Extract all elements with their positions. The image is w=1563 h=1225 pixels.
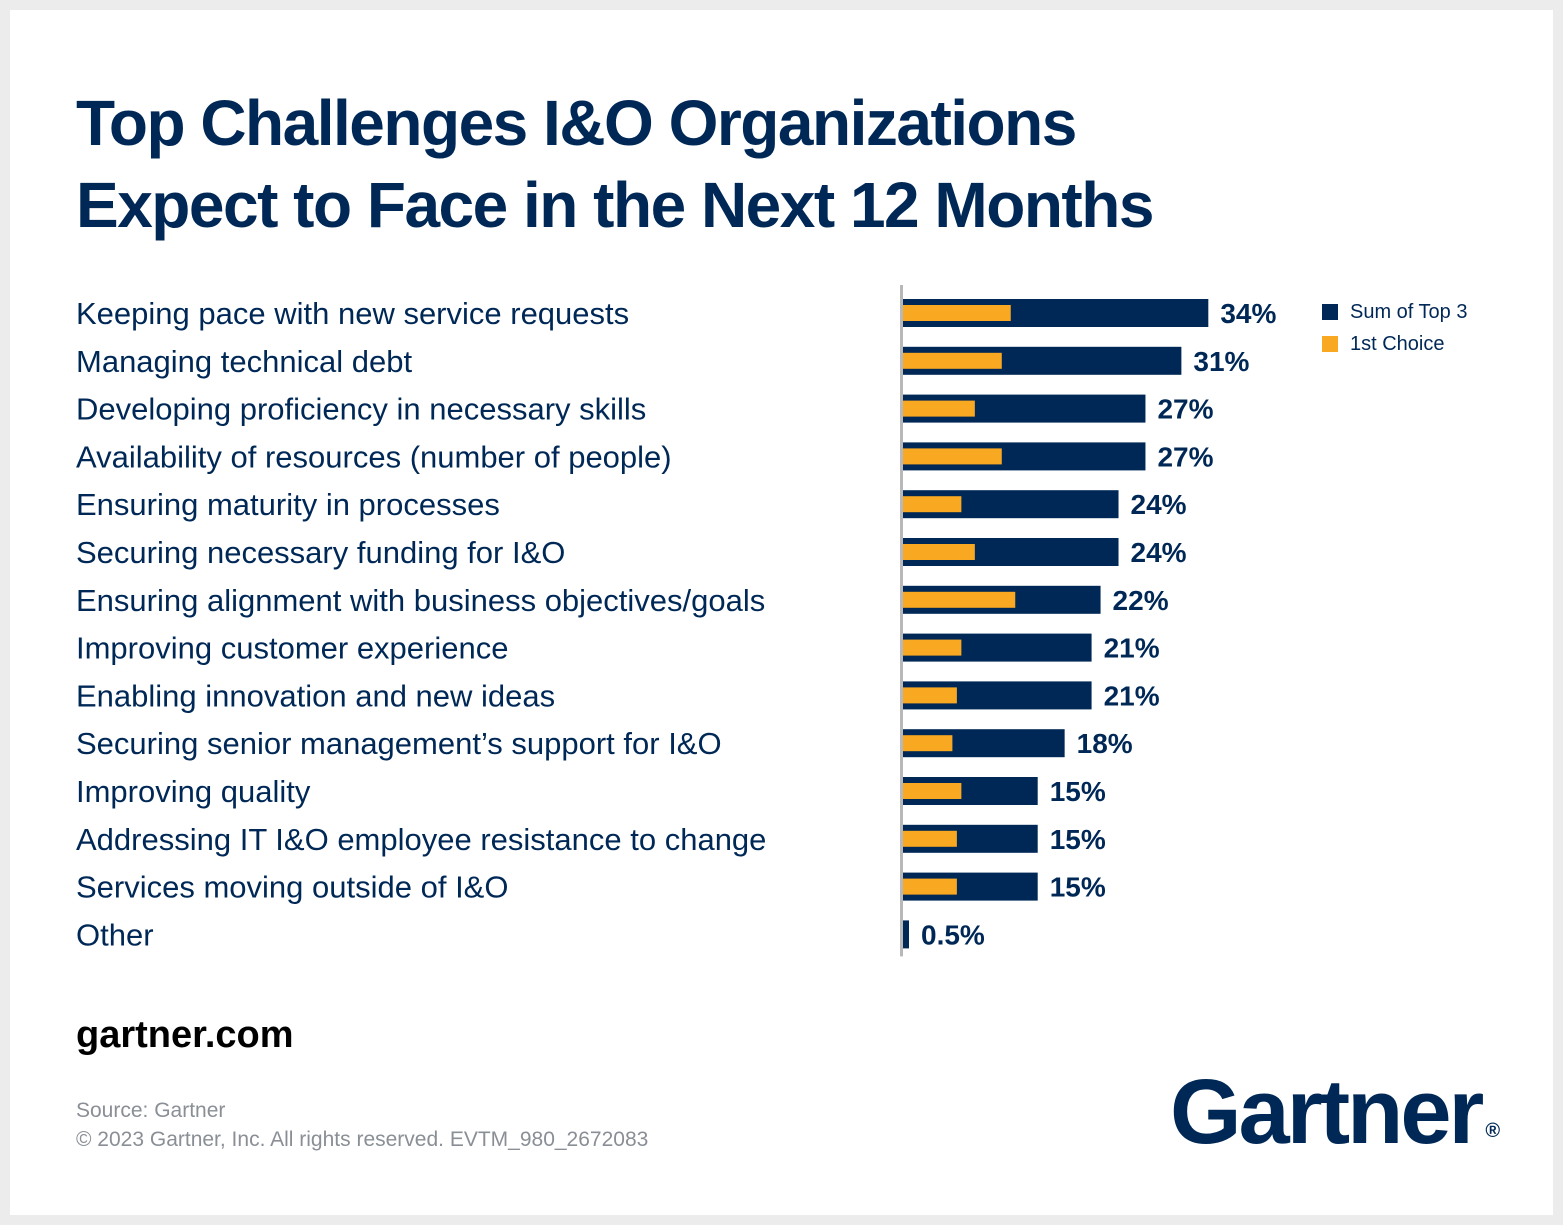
category-label: Addressing IT I&O employee resistance to… [76,822,766,857]
category-label: Securing necessary funding for I&O [76,535,565,570]
bar-1st-choice [903,783,962,799]
value-label: 0.5% [921,919,985,950]
legend-item-sum-of-top-3: Sum of Top 3 [1322,296,1467,328]
value-label: 21% [1104,680,1160,711]
chart-legend: Sum of Top 3 1st Choice [1322,296,1467,360]
infographic-card: Top Challenges I&O Organizations Expect … [10,10,1553,1215]
value-label: 15% [1050,824,1106,855]
value-label: 31% [1193,346,1249,377]
registered-mark: ® [1485,1120,1501,1142]
value-label: 15% [1050,872,1106,903]
legend-swatch-navy [1322,304,1338,320]
value-label: 34% [1220,298,1276,329]
legend-item-1st-choice: 1st Choice [1322,328,1467,360]
category-label: Enabling innovation and new ideas [76,678,555,713]
category-label: Ensuring alignment with business objecti… [76,583,765,618]
category-label: Improving customer experience [76,631,508,666]
bar-1st-choice [903,496,962,513]
category-label: Securing senior management’s support for… [76,726,722,761]
bar-1st-choice [903,400,975,417]
category-label: Other [76,917,154,952]
gartner-logo: Gartner ® [1170,1062,1500,1181]
value-label: 22% [1113,585,1169,616]
bar-1st-choice [903,639,962,656]
bar-1st-choice [903,735,953,752]
bar-1st-choice [903,544,975,560]
source-note: Source: Gartner [76,1099,226,1122]
category-label: Managing technical debt [76,344,412,379]
bar-chart: Keeping pace with new service requests 34… [76,285,1276,957]
bar-1st-choice [903,830,957,847]
value-label: 27% [1157,441,1213,472]
bar-1st-choice [903,687,957,704]
value-label: 24% [1131,489,1187,520]
category-label: Services moving outside of I&O [76,870,508,905]
category-label: Developing proficiency in necessary skil… [76,392,646,427]
value-label: 21% [1104,633,1160,664]
bar-1st-choice [903,305,1011,321]
category-label: Availability of resources (number of peo… [76,439,672,474]
chart-title: Top Challenges I&O Organizations Expect … [76,82,1496,246]
bar-1st-choice [903,352,1002,369]
category-label: Keeping pace with new service requests [76,296,629,331]
value-label: 27% [1157,394,1213,425]
category-label: Ensuring maturity in processes [76,487,500,522]
category-label: Improving quality [76,774,311,809]
title-line-2: Expect to Face in the Next 12 Months [76,169,1154,241]
legend-label: Sum of Top 3 [1350,300,1468,323]
logo-wordmark: Gartner [1170,1061,1484,1163]
copyright-note: © 2023 Gartner, Inc. All rights reserved… [76,1128,649,1151]
value-label: 24% [1131,537,1187,568]
bar-sum-of-top-3 [903,920,909,949]
legend-label: 1st Choice [1350,332,1445,355]
bar-1st-choice [903,591,1016,608]
legend-swatch-orange [1322,336,1338,352]
value-label: 18% [1077,728,1133,759]
value-label: 15% [1050,776,1106,807]
website-link[interactable]: gartner.com [76,1014,294,1056]
title-line-1: Top Challenges I&O Organizations [76,87,1077,159]
bar-1st-choice [903,878,957,895]
bar-1st-choice [903,448,1002,465]
